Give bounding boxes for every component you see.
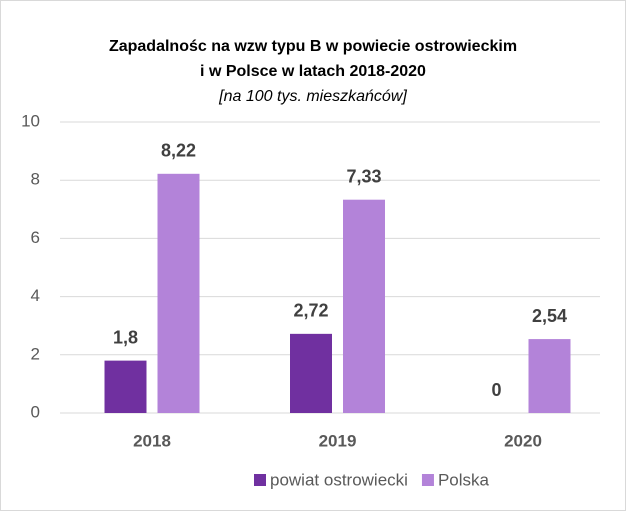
legend-label: Polska (438, 470, 490, 489)
bar (343, 199, 385, 413)
y-tick-label: 6 (31, 228, 40, 247)
x-tick-label: 2020 (504, 431, 542, 450)
bar (104, 360, 147, 413)
legend-label: powiat ostrowiecki (270, 470, 408, 489)
data-label: 0 (491, 380, 501, 400)
x-tick-label: 2019 (319, 431, 357, 450)
data-label: 2,54 (532, 306, 567, 326)
x-tick-label: 2018 (133, 431, 171, 450)
data-label: 7,33 (346, 166, 381, 186)
y-tick-label: 8 (31, 170, 40, 189)
data-label: 1,8 (113, 327, 138, 347)
data-label: 8,22 (161, 141, 196, 161)
legend-swatch (421, 474, 434, 486)
chart-title: Zapadalnośc na wzw typu B w powiecie ost… (109, 38, 517, 55)
y-tick-label: 10 (21, 111, 40, 130)
y-tick-label: 4 (31, 286, 40, 305)
data-label: 2,72 (293, 301, 328, 321)
bar (157, 173, 200, 413)
bar (290, 333, 332, 413)
legend-swatch (254, 474, 266, 486)
chart-subtitle: [na 100 tys. mieszkańców] (218, 88, 407, 105)
bar (528, 339, 571, 413)
chart-title: i w Polsce w latach 2018-2020 (200, 63, 426, 80)
y-tick-label: 2 (31, 344, 40, 363)
y-tick-label: 0 (31, 402, 40, 421)
